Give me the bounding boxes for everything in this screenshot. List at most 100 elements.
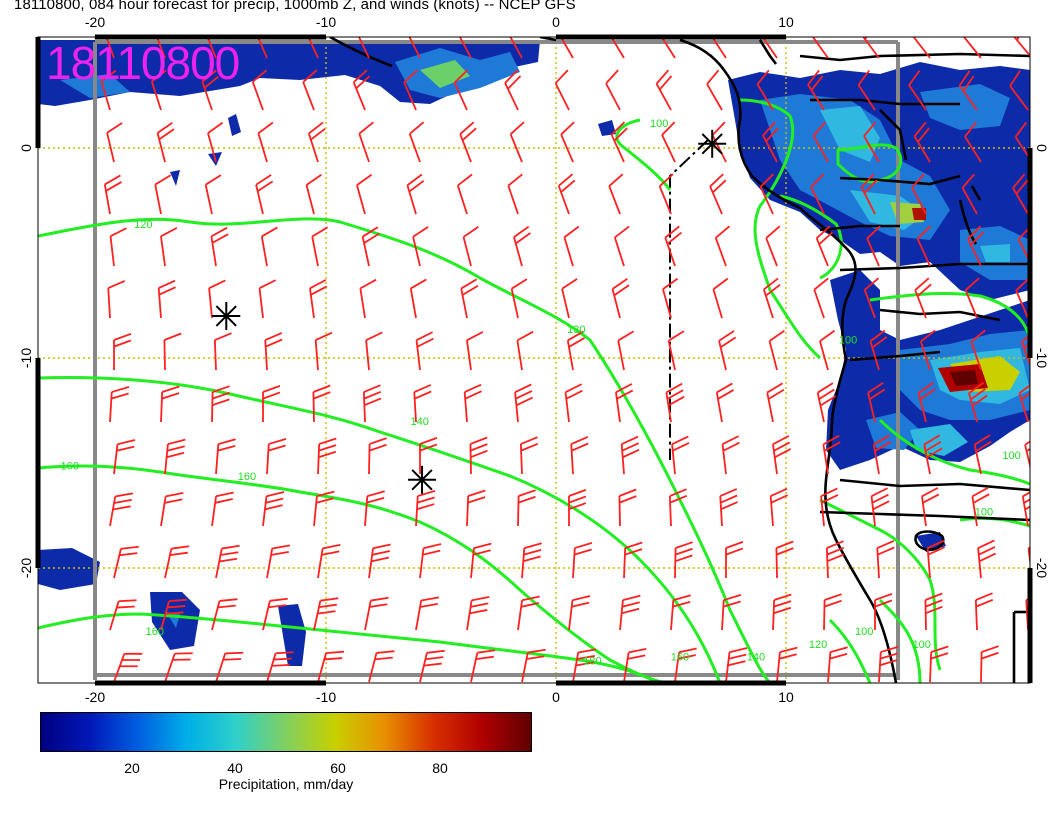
wind-barb (309, 279, 328, 319)
wind-barb (113, 545, 139, 579)
wind-barb (211, 491, 234, 527)
wind-barb (408, 37, 421, 59)
lat-tick-left: -10 (18, 348, 34, 368)
wind-barb (718, 330, 737, 371)
wind-barb (870, 487, 890, 527)
contour-label: 100 (650, 118, 668, 130)
wind-barb (961, 173, 978, 215)
wind-barb (403, 69, 418, 111)
contour-label: 120 (809, 639, 827, 651)
wind-barb (874, 592, 893, 630)
wind-barb (164, 438, 186, 475)
wind-barb (827, 646, 848, 683)
wind-barb (605, 69, 621, 111)
wind-barb (163, 332, 182, 371)
star-marker (408, 465, 437, 494)
wind-barb (971, 486, 990, 527)
wind-barb (113, 439, 136, 475)
wind-barb (661, 121, 676, 163)
wind-barb (559, 37, 574, 59)
wind-barb (160, 492, 184, 527)
wind-barb (305, 174, 322, 215)
contour-label: 180 (583, 656, 601, 668)
wind-barb (521, 648, 546, 683)
wind-barb (258, 279, 277, 319)
wind-barb (816, 382, 837, 423)
contour-label: 140 (411, 416, 429, 428)
wind-barb (160, 385, 180, 423)
wind-barb (419, 436, 438, 474)
wind-barb (807, 69, 825, 111)
wind-barb (262, 384, 281, 422)
contour-label: 100 (855, 626, 873, 638)
wind-barb (509, 121, 525, 163)
wind-barb (615, 383, 634, 423)
wind-barb (201, 69, 220, 111)
wind-barb (105, 37, 115, 59)
wind-barb (866, 225, 881, 267)
wind-barb (973, 434, 992, 475)
wind-barb (765, 225, 781, 267)
wind-barb (207, 121, 224, 163)
wind-barb (766, 382, 785, 423)
wind-barb (109, 492, 134, 527)
wind-barb (157, 279, 176, 319)
wind-barb (610, 37, 625, 59)
wind-barb (919, 329, 936, 371)
lon-tick-bottom: 0 (552, 689, 560, 705)
axis-labels: -20 -10 0 10 -20 -10 0 10 0 -10 -20 0 -1… (18, 14, 1050, 705)
wind-barb (513, 225, 531, 267)
wind-barb (772, 593, 792, 631)
wind-barb (964, 121, 982, 163)
wind-barb (819, 329, 836, 371)
wind-barb (412, 226, 429, 267)
wind-barb (408, 121, 425, 163)
wind-barb (517, 595, 540, 631)
wind-barb (617, 330, 635, 371)
wind-barb (658, 173, 674, 215)
colorbar-tick: 80 (432, 760, 448, 776)
wind-barb (923, 434, 943, 475)
wind-barb (262, 491, 285, 527)
contour-label: 160 (146, 626, 164, 638)
wind-barb (620, 435, 640, 475)
wind-barb (251, 69, 268, 111)
wind-barb (667, 330, 685, 371)
wind-barb (256, 37, 268, 59)
star-marker (698, 129, 727, 158)
wind-barb (878, 646, 899, 683)
wind-barb (762, 277, 781, 319)
wind-barb (610, 121, 628, 163)
wind-barb (266, 438, 287, 475)
wind-barb (869, 329, 888, 371)
wind-barb (623, 648, 647, 683)
wind-barb (664, 225, 683, 267)
wind-barb (721, 435, 740, 475)
wind-barb (862, 37, 880, 59)
wind-barb (510, 278, 528, 319)
wind-barb (572, 542, 593, 579)
wind-barb (566, 330, 585, 371)
wind-barb (406, 173, 425, 215)
wind-barb (516, 330, 534, 371)
wind-barb (967, 225, 985, 267)
wind-barb (917, 382, 936, 423)
wind-barb (712, 277, 729, 319)
wind-barb (725, 647, 748, 683)
wind-barb (823, 593, 842, 631)
wind-barb (608, 173, 624, 215)
wind-barb (1015, 277, 1030, 319)
wind-barb (857, 69, 876, 111)
wind-barb (466, 489, 486, 527)
wind-barb (317, 544, 341, 579)
wind-barb (415, 331, 434, 371)
wind-barb (470, 542, 492, 579)
wind-barb (357, 37, 370, 59)
wind-barb (364, 596, 389, 631)
wind-barb (312, 384, 331, 423)
wind-barb (958, 70, 978, 111)
wind-barb (825, 540, 845, 579)
lon-tick-bottom: -20 (85, 689, 105, 705)
wind-barb (714, 225, 731, 267)
wind-barb (160, 598, 188, 631)
